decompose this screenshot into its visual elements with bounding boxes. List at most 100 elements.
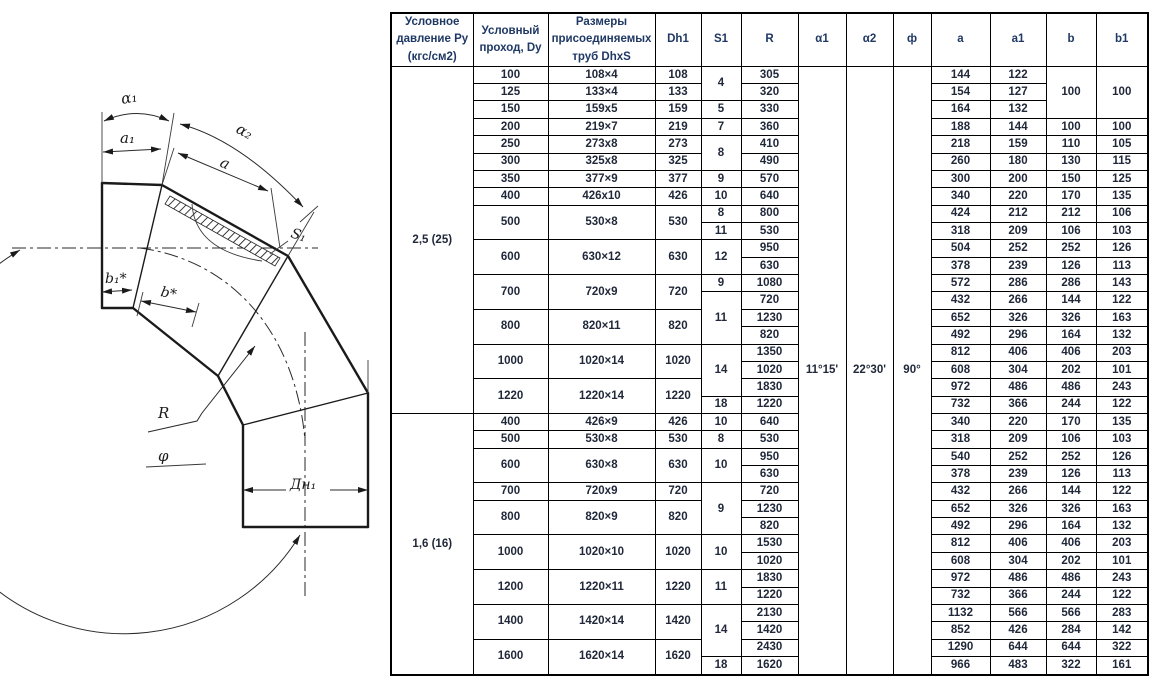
- cell-r: 410: [740, 135, 799, 154]
- inner-wall: [100, 306, 245, 529]
- cell-b1: 126: [1095, 239, 1149, 258]
- cell-r: 800: [740, 204, 799, 223]
- cell-a1: 286: [989, 274, 1047, 293]
- cell-size: 1420×14: [547, 603, 656, 640]
- a-dim-line: [177, 152, 269, 192]
- cell-r: 305: [740, 65, 799, 85]
- cell-a1: 239: [989, 256, 1047, 276]
- cell-dy: 300: [472, 152, 549, 171]
- cell-dy: 1200: [472, 569, 549, 605]
- cell-a1: 159: [989, 135, 1047, 154]
- cell-b: 244: [1045, 395, 1097, 414]
- cell-size: 1220×14: [547, 378, 656, 414]
- table-row: 1000 1020×14 1020 14 1350 812 406 406 203: [391, 343, 1149, 397]
- cell-a1: 220: [989, 412, 1047, 432]
- table-row: 1200 1220×11 1220 11 1830 972 486 486 243: [391, 569, 1149, 605]
- cell-r: 1220: [740, 586, 799, 605]
- cell-b1: 283: [1095, 603, 1149, 623]
- cell-dy: 700: [472, 274, 549, 310]
- cell-b1: 101: [1095, 551, 1149, 571]
- table-row: 1220 1220×14 1220 1830 972 486 486 243: [391, 378, 1149, 414]
- table-row: 1,6 (16) 400 426×9 426 10 640 340 220 170 135: [390, 412, 1149, 676]
- cell-dh1: 377: [654, 169, 702, 189]
- cell-b1: 132: [1095, 517, 1149, 536]
- cell-a: 540: [930, 447, 991, 467]
- cell-a1: 239: [989, 465, 1047, 484]
- mitre-joint-2: [217, 255, 289, 377]
- cell-s1: 18: [700, 655, 742, 676]
- table-row: 1600 1620×14 1620 2430 1290 644 644 322: [391, 638, 1149, 676]
- cell-r: 720: [740, 482, 799, 501]
- cell-alpha2: 22°30': [845, 65, 894, 676]
- table-row: 800 820×11 820 1230 652 326 326 163: [391, 308, 1149, 345]
- cell-a1: 426: [989, 621, 1047, 640]
- cell-alpha1: 11°15': [797, 65, 847, 676]
- table-row: 1000 1020×10 1020 10 1530 812 406 406 203: [391, 534, 1149, 571]
- cell-b: 486: [1045, 569, 1097, 588]
- cell-dy: 1400: [472, 603, 549, 640]
- cell-a: 572: [930, 274, 991, 293]
- cell-size: 820×9: [547, 499, 656, 536]
- cell-a1: 366: [989, 395, 1047, 414]
- cell-s1: 10: [700, 534, 742, 571]
- cell-s1: 18: [700, 395, 742, 414]
- cell-r: 630: [740, 465, 799, 484]
- cell-r: 490: [740, 152, 799, 171]
- table-row: 125 133×4 133 320 154 127: [391, 83, 1148, 102]
- cell-b1: 163: [1095, 308, 1149, 328]
- cell-dy: 150: [472, 100, 549, 119]
- table-body: 2,5 (25) 100 108×4 108 4 305 11°15' 22°30' 90° 14…: [390, 65, 1149, 676]
- cell-a1: 566: [989, 603, 1047, 623]
- cell-dy: 350: [472, 169, 549, 189]
- cell-b1: 135: [1095, 187, 1149, 206]
- cell-size: 159x5: [547, 100, 656, 119]
- cell-b: 326: [1045, 499, 1097, 519]
- col-header-11: b: [1045, 12, 1097, 67]
- cell-b1: 106: [1095, 204, 1149, 223]
- cell-b: 202: [1045, 551, 1097, 571]
- cell-b1: 122: [1095, 291, 1149, 310]
- cell-a: 154: [930, 83, 991, 102]
- cell-a1: 127: [989, 83, 1047, 102]
- cell-b1: 163: [1095, 499, 1149, 519]
- cell-r: 1530: [740, 534, 799, 553]
- cell-dy: 1220: [472, 378, 549, 414]
- cell-s1: 7: [700, 117, 742, 137]
- cell-s1: 14: [700, 603, 742, 657]
- cell-b: 326: [1045, 308, 1097, 328]
- cell-b: 486: [1045, 378, 1097, 397]
- cell-a: 852: [930, 621, 991, 640]
- cell-r: 640: [740, 412, 799, 432]
- cell-b1: 113: [1095, 256, 1149, 276]
- cell-r: 1830: [740, 378, 799, 397]
- col-header-9: a: [930, 12, 991, 67]
- cell-s1: 11: [700, 569, 742, 605]
- cell-dh1: 720: [654, 274, 702, 310]
- alpha2-dim-arc: [179, 123, 304, 208]
- cell-b: 106: [1045, 430, 1097, 449]
- cell-s1: 10: [700, 412, 742, 432]
- cell-dy: 500: [472, 430, 549, 449]
- col-header-3: Dh1: [654, 12, 702, 67]
- cell-dy: 400: [472, 187, 549, 206]
- cell-dh1: 820: [654, 499, 702, 536]
- cell-b1: 143: [1095, 274, 1149, 293]
- cell-s1: 9: [700, 274, 742, 293]
- cell-a: 504: [930, 239, 991, 258]
- cell-a1: 486: [989, 378, 1047, 397]
- cell-size: 1020×10: [547, 534, 656, 571]
- table-row: 1400 1420×14 1420 14 2130 1132 566 566 283: [391, 603, 1149, 657]
- phi-dim-arc: [0, 249, 301, 635]
- cell-b: 144: [1045, 482, 1097, 501]
- cell-r: 820: [740, 517, 799, 536]
- b-label: b*: [159, 284, 178, 303]
- cell-b1: 100: [1095, 65, 1149, 119]
- cell-b1: 161: [1095, 655, 1149, 676]
- col-header-1: Условный проход, Dy: [472, 12, 549, 67]
- cell-dh1: 108: [654, 65, 702, 85]
- cell-b: 130: [1045, 152, 1097, 171]
- cell-dh1: 1620: [654, 638, 702, 676]
- cell-r: 2430: [740, 638, 799, 657]
- cell-s1: 9: [700, 169, 742, 189]
